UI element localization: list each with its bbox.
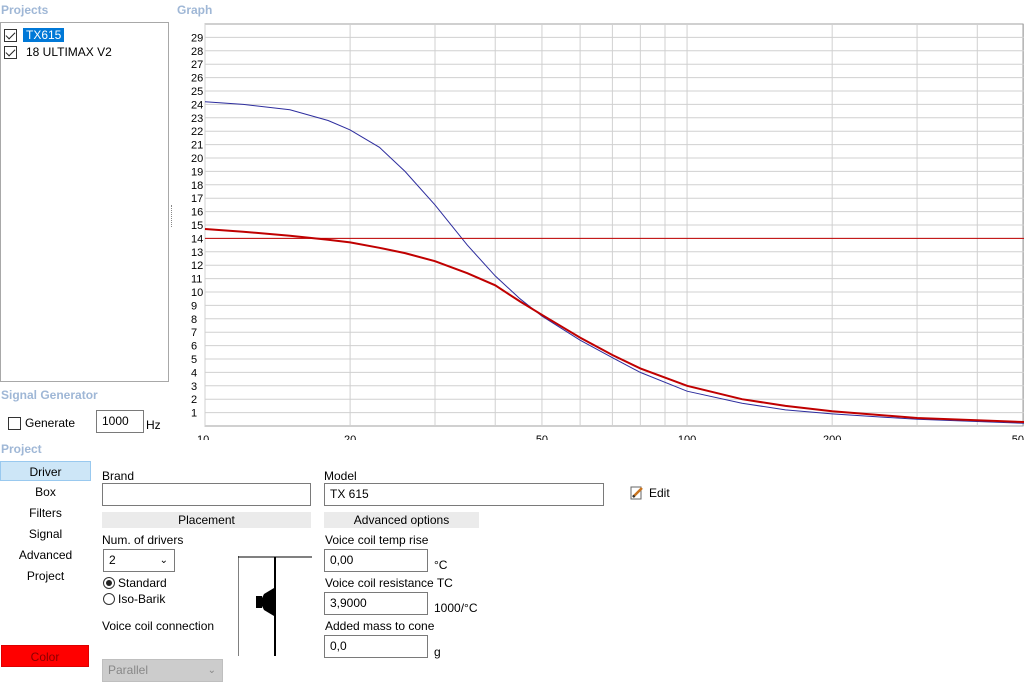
standard-label: Standard — [118, 576, 167, 590]
frequency-input[interactable]: 1000 — [96, 410, 144, 433]
project-item-tx615[interactable]: TX615 — [4, 27, 66, 43]
vc-connection-value: Parallel — [108, 663, 149, 677]
vc-resistance-tc-unit: 1000/°C — [434, 601, 478, 615]
vc-resistance-tc-input[interactable]: 3,9000 — [324, 592, 428, 615]
y-tick-label: 13 — [191, 247, 203, 259]
vc-temp-rise-input[interactable]: 0,00 — [324, 549, 428, 572]
model-input[interactable]: TX 615 — [324, 483, 604, 506]
frequency-unit: Hz — [146, 418, 161, 432]
y-tick-label: 6 — [191, 341, 197, 353]
y-tick-label: 2 — [191, 394, 197, 406]
generate-label: Generate — [25, 416, 76, 430]
y-tick-label: 5 — [191, 354, 197, 366]
graph-title: Graph — [177, 3, 213, 17]
vc-connection-select[interactable]: Parallel ⌄ — [102, 659, 223, 682]
project-label[interactable]: 18 ULTIMAX V2 — [26, 45, 112, 59]
y-tick-label: 18 — [191, 180, 203, 192]
y-tick-label: 12 — [191, 260, 203, 272]
project-item-18-ultimax-v2[interactable]: 18 ULTIMAX V2 — [4, 44, 115, 60]
x-tick-label: 100 — [678, 434, 696, 440]
vc-temp-rise-unit: °C — [434, 558, 448, 572]
y-tick-label: 10 — [191, 287, 203, 299]
y-tick-label: 29 — [191, 32, 203, 44]
y-tick-label: 4 — [191, 367, 197, 379]
standard-radio[interactable] — [103, 577, 115, 589]
nav-project[interactable]: Project — [26, 569, 65, 583]
chevron-down-icon: ⌄ — [207, 665, 216, 676]
added-mass-unit: g — [434, 645, 441, 659]
y-tick-label: 19 — [191, 166, 203, 178]
splitter-grip[interactable] — [171, 205, 174, 227]
project-label[interactable]: TX615 — [21, 27, 66, 43]
vc-connection-label: Voice coil connection — [102, 619, 215, 633]
vc-resistance-tc-label: Voice coil resistance TC — [325, 576, 453, 590]
y-tick-label: 21 — [191, 140, 203, 152]
project-title: Project — [1, 442, 42, 456]
color-button[interactable]: Color — [1, 645, 89, 667]
placement-header: Placement — [102, 512, 311, 528]
y-tick-label: 11 — [191, 274, 202, 286]
graph-panel: 1 2 3 4 5 6 7 8 9 10 11 12 13 14 15 16 17 18 19 20 21 22 23 24 2… — [170, 18, 1024, 446]
y-tick-label: 25 — [191, 86, 203, 98]
y-tick-label: 15 — [191, 220, 203, 232]
project-checkbox[interactable] — [4, 28, 17, 42]
y-tick-label: 27 — [191, 59, 203, 71]
y-tick-label: 17 — [191, 193, 203, 205]
speaker-driver-shape — [260, 588, 274, 616]
nav-box[interactable]: Box — [35, 485, 56, 499]
y-tick-label: 1 — [191, 408, 197, 420]
num-drivers-label: Num. of drivers — [102, 533, 184, 547]
nav-filters[interactable]: Filters — [29, 506, 62, 520]
generate-checkbox-row[interactable]: Generate — [8, 416, 75, 430]
isobarik-radio[interactable] — [103, 593, 115, 605]
projects-title: Projects — [1, 3, 49, 17]
generate-checkbox[interactable] — [8, 416, 21, 430]
added-mass-label: Added mass to cone — [325, 619, 435, 633]
y-tick-label: 26 — [191, 73, 203, 85]
nav-advanced[interactable]: Advanced — [18, 548, 73, 562]
y-tick-label: 8 — [191, 314, 197, 326]
chevron-down-icon: ⌄ — [159, 555, 168, 566]
y-tick-label: 14 — [191, 233, 203, 245]
y-tick-label: 9 — [191, 300, 197, 312]
added-mass-input[interactable]: 0,0 — [324, 635, 428, 658]
isobarik-label: Iso-Barik — [118, 592, 166, 606]
y-tick-label: 28 — [191, 46, 203, 58]
x-tick-label: 200 — [823, 434, 841, 440]
model-label: Model — [324, 469, 357, 483]
series-line-1 — [204, 228, 1024, 423]
edit-label: Edit — [649, 486, 670, 500]
response-chart: 1234567891011121314151617181920212223242… — [191, 23, 1024, 446]
projects-list[interactable]: TX615 18 ULTIMAX V2 — [0, 22, 169, 382]
y-tick-label: 7 — [191, 327, 197, 339]
project-checkbox[interactable] — [4, 45, 17, 59]
x-tick-label: 20 — [344, 434, 356, 440]
y-tick-label: 16 — [191, 207, 203, 219]
num-drivers-select[interactable]: 2 ⌄ — [103, 549, 175, 572]
vc-temp-rise-label: Voice coil temp rise — [325, 533, 429, 547]
num-drivers-value: 2 — [109, 553, 116, 567]
pencil-icon — [630, 486, 643, 500]
y-tick-label: 3 — [191, 381, 197, 393]
y-tick-label: 23 — [191, 113, 203, 125]
nav-driver[interactable]: Driver — [0, 461, 91, 481]
y-tick-label: 24 — [191, 99, 203, 111]
x-tick-label: 50 — [1012, 434, 1024, 440]
y-tick-label: 20 — [191, 153, 203, 165]
x-tick-label: 50 — [536, 434, 548, 440]
series-line-0 — [204, 101, 1024, 424]
brand-label: Brand — [102, 469, 135, 483]
brand-input[interactable] — [102, 483, 311, 506]
nav-signal[interactable]: Signal — [28, 527, 63, 541]
y-tick-label: 22 — [191, 126, 203, 138]
advanced-options-header: Advanced options — [324, 512, 479, 528]
x-tick-label: 10 — [197, 434, 209, 440]
edit-button[interactable]: Edit — [630, 486, 670, 500]
signal-generator-title: Signal Generator — [1, 388, 98, 402]
speaker-placement-diagram — [238, 556, 312, 656]
isobarik-radio-row[interactable]: Iso-Barik — [103, 592, 165, 606]
standard-radio-row[interactable]: Standard — [103, 576, 167, 590]
